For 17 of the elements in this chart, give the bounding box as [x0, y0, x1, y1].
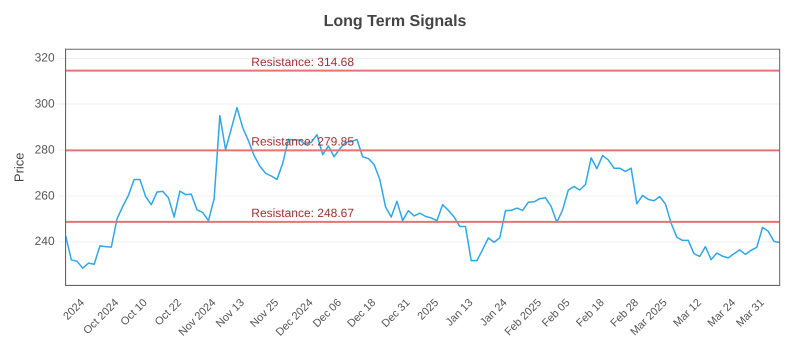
x-tick-label: Mar 31 [734, 296, 767, 330]
x-tick-label: Jan 13 [444, 296, 476, 329]
y-axis-title: Price [11, 152, 26, 182]
y-tick-label: 280 [34, 142, 55, 156]
y-tick-label: 320 [34, 50, 55, 65]
x-tick-label: Dec 31 [379, 296, 413, 330]
y-tick-label: 260 [34, 188, 55, 202]
chart-title: Long Term Signals [324, 13, 467, 30]
x-tick-label: Dec 18 [345, 296, 378, 330]
y-tick-label: 300 [34, 96, 55, 111]
x-tick-label: Oct 10 [118, 296, 150, 328]
x-tick-label: Feb 18 [574, 296, 607, 330]
y-tick-label: 240 [34, 234, 55, 248]
ref-line-label: Resistance: 248.67 [251, 206, 354, 220]
x-tick-label: Mar 12 [671, 296, 704, 330]
ref-line-label: Resistance: 314.68 [251, 54, 354, 69]
x-tick-label: Feb 05 [540, 296, 573, 330]
